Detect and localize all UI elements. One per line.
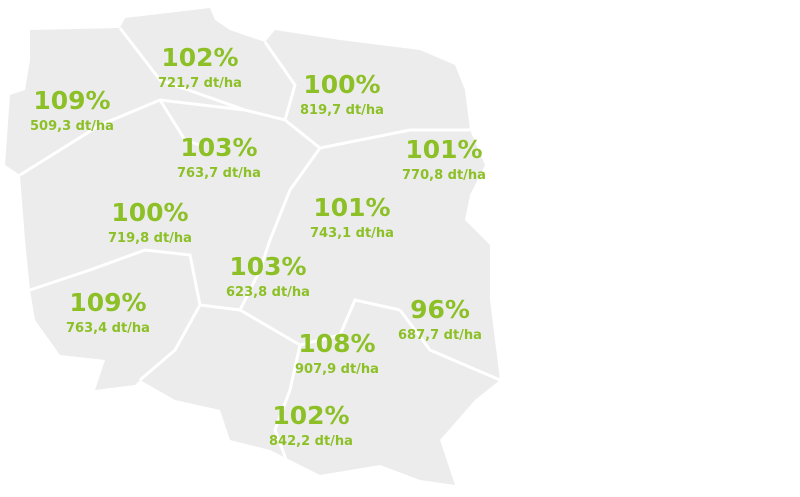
region-percent: 102% [161, 43, 238, 72]
region-yield: 770,8 dt/ha [402, 168, 486, 183]
region-percent: 109% [33, 86, 110, 115]
region-yield: 907,9 dt/ha [295, 362, 379, 377]
region-yield: 687,7 dt/ha [398, 328, 482, 343]
region-percent: 100% [303, 70, 380, 99]
region-percent: 101% [405, 135, 482, 164]
country-outline [5, 8, 500, 485]
region-yield: 721,7 dt/ha [158, 76, 242, 91]
region-yield: 509,3 dt/ha [30, 119, 114, 134]
region-percent: 108% [298, 329, 375, 358]
region-percent: 109% [69, 288, 146, 317]
region-yield: 763,7 dt/ha [177, 166, 261, 181]
region-percent: 103% [229, 252, 306, 281]
region-yield: 842,2 dt/ha [269, 434, 353, 449]
region-percent: 101% [313, 193, 390, 222]
region-percent: 100% [111, 198, 188, 227]
region-yield: 763,4 dt/ha [66, 321, 150, 336]
region-percent: 96% [410, 295, 470, 324]
region-borders [19, 27, 501, 471]
region-yield: 819,7 dt/ha [300, 103, 384, 118]
region-percent: 103% [180, 133, 257, 162]
region-yield: 743,1 dt/ha [310, 226, 394, 241]
region-yield: 719,8 dt/ha [108, 231, 192, 246]
region-percent: 102% [272, 401, 349, 430]
region-yield: 623,8 dt/ha [226, 285, 310, 300]
